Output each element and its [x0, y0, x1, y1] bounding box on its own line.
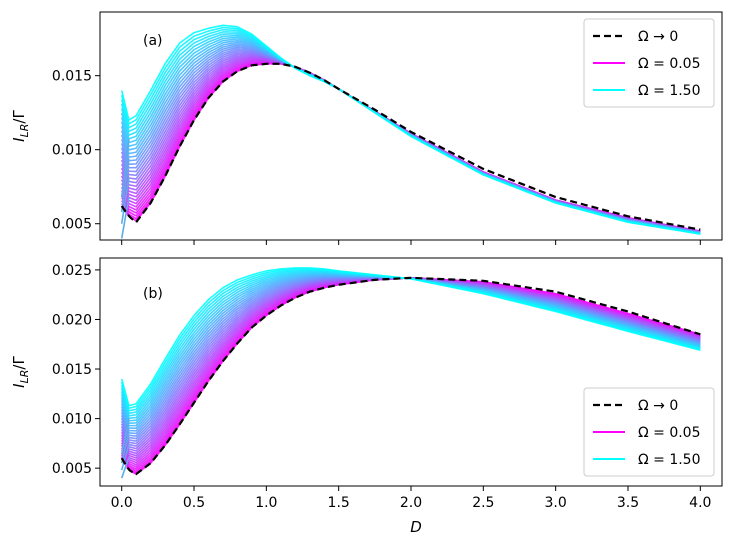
legend-label: Ω = 1.50: [638, 83, 701, 99]
series-line-start: [120, 139, 130, 198]
plot-area: [120, 24, 701, 239]
panel-label: (a): [143, 33, 163, 49]
legend-label: Ω → 0: [638, 29, 678, 45]
y-axis-title-sub: LR: [18, 370, 31, 384]
y-tick-label: 0.025: [52, 263, 92, 279]
x-tick-label: 2.5: [472, 495, 494, 511]
reference-line: [120, 276, 701, 476]
series-line: [120, 268, 701, 410]
x-tick-label: 0.5: [183, 495, 205, 511]
series-line-start: [120, 456, 130, 479]
y-tick-label: 0.020: [52, 312, 92, 328]
panel-b: 0.0 0.5 1.0 1.5 2.0 2.5 3.0 3.5 4.0 0.005 0.010 0.0…: [10, 257, 723, 511]
y-axis-title-tail: /Γ: [10, 356, 28, 370]
legend-label: Ω → 0: [638, 398, 678, 414]
legend-label: Ω = 0.05: [638, 56, 701, 72]
x-tick-label: 2.0: [400, 495, 422, 511]
legend-label: Ω = 1.50: [638, 452, 701, 468]
x-axis-title: D: [410, 518, 422, 536]
x-tick-label: 0.0: [111, 495, 133, 511]
y-axis-title-main: I: [10, 137, 28, 142]
x-tick-label: 3.0: [545, 495, 567, 511]
y-tick-label: 0.005: [52, 461, 92, 477]
x-tick-label: 4.0: [689, 495, 711, 511]
y-tick-label: 0.005: [52, 217, 92, 233]
panel-label: (b): [143, 286, 163, 302]
x-tick-label: 1.5: [328, 495, 350, 511]
x-tick-label: 3.5: [617, 495, 639, 511]
y-tick-label: 0.010: [52, 412, 92, 428]
legend-label: Ω = 0.05: [638, 425, 701, 441]
reference-line: [120, 62, 701, 231]
series-line-start: [120, 444, 130, 471]
legend-frame: [583, 387, 715, 477]
y-tick-label: 0.015: [52, 69, 92, 85]
y-axis-title: ILR/Γ: [10, 356, 31, 388]
series-line-start: [120, 158, 130, 212]
y-tick-label: 0.010: [52, 143, 92, 159]
legend-frame: [583, 18, 715, 108]
legend: Ω → 0 Ω = 0.05 Ω = 1.50: [583, 18, 715, 108]
series-line-start: [120, 418, 130, 455]
y-axis-title: ILR/Γ: [10, 110, 31, 142]
y-axis-title-sub: LR: [18, 124, 31, 138]
x-tick-label: 1.0: [255, 495, 277, 511]
y-axis-title-tail: /Γ: [10, 110, 28, 124]
plot-area: [120, 267, 701, 479]
y-tick-label: 0.015: [52, 362, 92, 378]
series-line-start: [120, 431, 130, 464]
series-line-start: [120, 177, 130, 224]
panel-a: 0.005 0.010 0.015 ILR/Γ (a) Ω → 0 Ω = 0.05 Ω = …: [10, 11, 723, 245]
y-axis-title-main: I: [10, 383, 28, 388]
series-line: [120, 24, 701, 235]
legend: Ω → 0 Ω = 0.05 Ω = 1.50: [583, 387, 715, 477]
series-line-start: [120, 196, 130, 239]
